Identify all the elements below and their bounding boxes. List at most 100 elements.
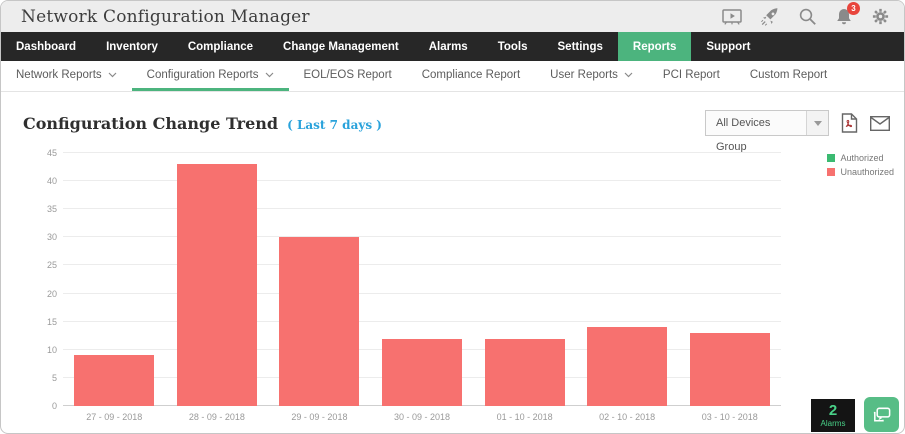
report-title-wrap: Configuration Change Trend ( Last 7 days… <box>23 114 382 133</box>
bar-group: 29 - 09 - 2018 <box>268 153 371 422</box>
subnav-item-network-reports[interactable]: Network Reports <box>1 61 132 91</box>
subnav-label: Compliance Report <box>421 68 521 81</box>
bar-group: 01 - 10 - 2018 <box>473 153 576 422</box>
report-header: Configuration Change Trend ( Last 7 days… <box>23 108 890 153</box>
bar-stack <box>176 153 257 406</box>
legend-swatch <box>827 168 836 176</box>
nav-item-alarms[interactable]: Alarms <box>428 40 468 53</box>
x-axis-label: 28 - 09 - 2018 <box>188 412 245 422</box>
app-title: Network Configuration Manager <box>21 6 310 27</box>
bars-container: 27 - 09 - 2018 28 - 09 - 2018 29 - 09 - 20… <box>63 153 781 422</box>
subnav-item-user-reports[interactable]: User Reports <box>535 61 648 91</box>
nav-item-reports[interactable]: Reports <box>617 32 692 61</box>
y-axis-tick: 20 <box>46 288 57 299</box>
nav-item-settings[interactable]: Settings <box>557 40 603 53</box>
legend-label: Unauthorized <box>840 167 894 177</box>
nav-item-compliance[interactable]: Compliance <box>187 40 254 53</box>
y-axis-tick: 45 <box>46 148 57 158</box>
bar-unauthorized[interactable] <box>587 327 668 406</box>
y-axis-tick: 25 <box>46 260 57 271</box>
sub-nav: Network Reports Configuration Reports EO… <box>1 61 904 92</box>
subnav-item-eol-eos-report[interactable]: EOL/EOS Report <box>289 61 407 91</box>
nav-item-inventory[interactable]: Inventory <box>106 40 158 53</box>
x-axis-label: 29 - 09 - 2018 <box>291 412 348 422</box>
subnav-item-configuration-reports[interactable]: Configuration Reports <box>131 61 289 91</box>
y-axis-tick: 40 <box>46 176 57 187</box>
bar-unauthorized[interactable] <box>484 338 565 406</box>
report-title: Configuration Change Trend <box>23 113 279 133</box>
gridline <box>63 292 781 294</box>
nav-item-support[interactable]: Support <box>706 40 751 53</box>
nav-item-dashboard[interactable]: Dashboard <box>16 40 77 53</box>
bar-stack <box>587 153 668 406</box>
bar-unauthorized[interactable] <box>74 355 155 406</box>
x-axis-label: 03 - 10 - 2018 <box>701 412 758 422</box>
x-axis-label: 02 - 10 - 2018 <box>599 412 656 422</box>
y-axis-tick: 30 <box>46 232 57 243</box>
notification-count-badge: 3 <box>847 2 860 15</box>
bar-group: 28 - 09 - 2018 <box>166 153 269 422</box>
plot-area: 0 5 10 15 20 25 30 35 40 45 27 - 09 - 2018 28 - 09 … <box>47 148 781 422</box>
export-pdf-icon[interactable] <box>841 113 858 133</box>
gridline <box>63 180 781 182</box>
device-group-selected-value: All Devices Group <box>716 117 771 153</box>
legend-item: Unauthorized <box>827 167 894 177</box>
subnav-item-compliance-report[interactable]: Compliance Report <box>407 61 535 91</box>
gear-icon[interactable] <box>871 7 890 26</box>
bar-group: 27 - 09 - 2018 <box>63 153 166 422</box>
subnav-item-pci-report[interactable]: PCI Report <box>648 61 735 91</box>
chevron-down-icon <box>265 72 273 77</box>
chevron-down-icon <box>624 72 633 77</box>
bar-unauthorized[interactable] <box>176 164 257 406</box>
bar-unauthorized[interactable] <box>279 237 360 406</box>
chart-legend: Authorized Unauthorized <box>827 153 894 177</box>
rocket-icon[interactable] <box>760 7 780 27</box>
alarm-label: Alarms <box>820 419 846 428</box>
y-axis-tick: 5 <box>51 372 57 383</box>
bar-group: 02 - 10 - 2018 <box>576 153 679 422</box>
bar-group: 30 - 09 - 2018 <box>371 153 474 422</box>
feedback-chat-button[interactable] <box>864 397 899 432</box>
nav-item-change-management[interactable]: Change Management <box>283 40 399 53</box>
bar-stack <box>279 153 360 406</box>
bar-group: 03 - 10 - 2018 <box>678 153 781 422</box>
bar-stack <box>484 153 565 406</box>
legend-swatch <box>827 154 836 162</box>
x-axis-label: 30 - 09 - 2018 <box>393 412 451 422</box>
chat-bubbles-icon <box>873 407 891 421</box>
device-group-dropdown[interactable]: All Devices Group <box>705 110 829 153</box>
y-axis-tick: 35 <box>46 204 57 215</box>
legend-label: Authorized <box>840 153 884 163</box>
x-axis-label: 01 - 10 - 2018 <box>496 412 553 422</box>
gridline <box>63 152 781 153</box>
subnav-item-custom-report[interactable]: Custom Report <box>735 61 842 91</box>
legend-item: Authorized <box>827 153 894 163</box>
bar-unauthorized[interactable] <box>382 338 463 406</box>
bar-stack <box>689 153 770 406</box>
topbar: Network Configuration Manager 3 <box>1 1 904 32</box>
bar-stack <box>382 153 463 406</box>
main-nav: Dashboard Inventory Compliance Change Ma… <box>1 32 904 61</box>
report-controls: All Devices Group <box>705 110 890 153</box>
y-axis-tick: 0 <box>51 401 57 411</box>
x-axis-label: 27 - 09 - 2018 <box>86 412 143 422</box>
nav-item-tools[interactable]: Tools <box>497 40 528 53</box>
subnav-label: PCI Report <box>662 68 720 81</box>
bar-stack <box>74 153 155 406</box>
y-axis-tick: 10 <box>46 344 57 355</box>
alarms-badge[interactable]: 2 Alarms <box>811 399 855 432</box>
chevron-down-icon <box>108 72 117 77</box>
bell-icon[interactable]: 3 <box>835 2 860 26</box>
subnav-label: Configuration Reports <box>146 68 259 81</box>
topbar-icons: 3 <box>722 2 890 27</box>
alarm-count: 2 <box>828 402 838 419</box>
email-icon[interactable] <box>870 115 890 131</box>
chart-section: 0 5 10 15 20 25 30 35 40 45 27 - 09 - 2018 28 - 09 … <box>1 138 904 433</box>
subnav-label: Custom Report <box>749 68 828 81</box>
search-icon[interactable] <box>798 7 817 26</box>
bar-unauthorized[interactable] <box>689 332 770 406</box>
demo-video-icon[interactable] <box>722 8 742 26</box>
report-subtitle: ( Last 7 days ) <box>287 117 382 132</box>
dropdown-arrow-icon[interactable] <box>806 111 828 135</box>
gridline <box>63 320 781 322</box>
